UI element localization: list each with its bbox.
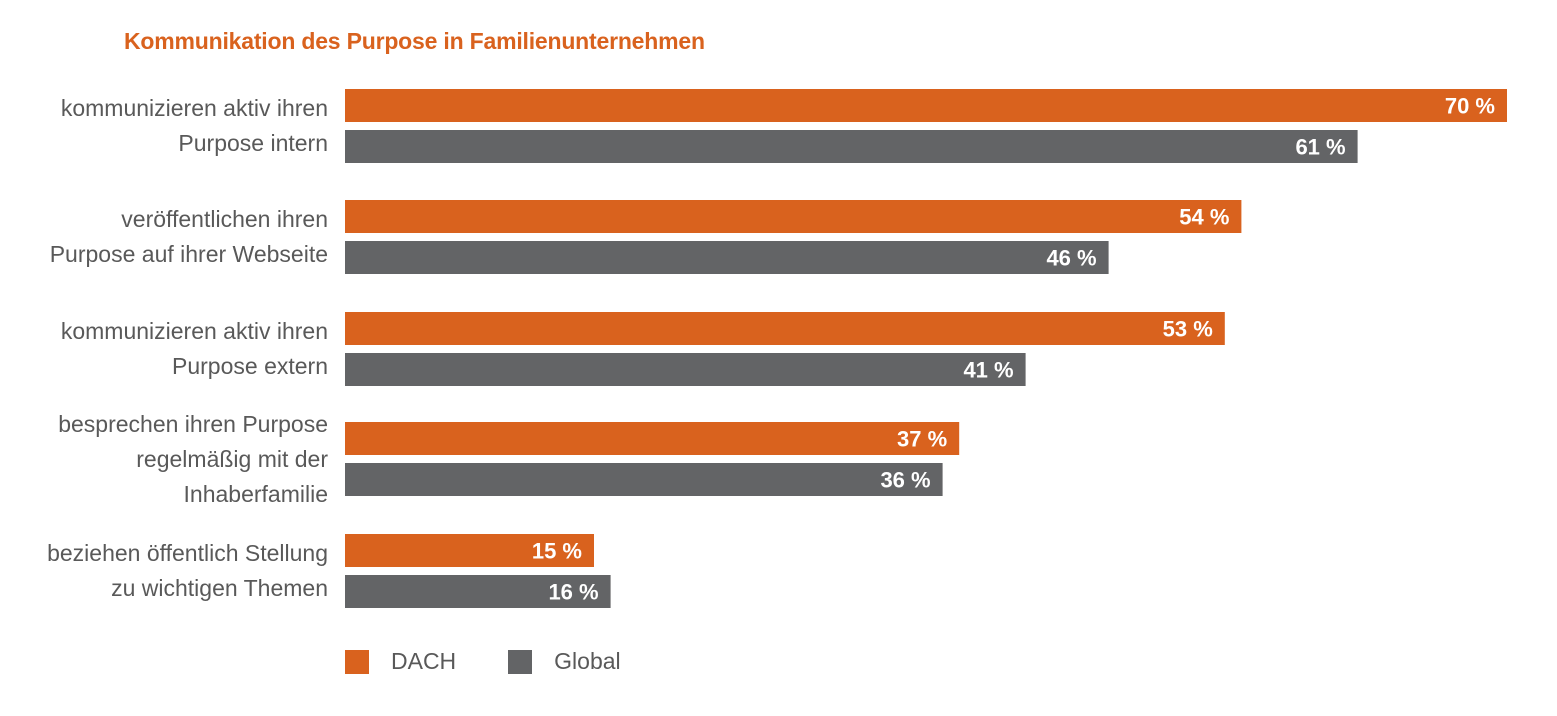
legend: DACH Global [345, 648, 673, 675]
legend-item-global: Global [508, 648, 621, 675]
category-label-line: besprechen ihren Purpose [58, 410, 328, 437]
legend-label-dach: DACH [391, 648, 457, 674]
category-label-line: Purpose extern [172, 353, 328, 379]
data-label-dach-4: 15 % [532, 539, 582, 564]
bar-global-1 [345, 241, 1109, 274]
bar-global-0 [345, 130, 1358, 163]
legend-swatch-global [508, 649, 533, 674]
bar-global-4 [345, 575, 611, 608]
category-label-line: kommunizieren aktiv ihren [60, 95, 328, 121]
bar-dach-4 [345, 534, 594, 567]
bar-dach-1 [345, 200, 1242, 233]
data-label-dach-1: 54 % [1179, 205, 1229, 230]
data-label-global-3: 36 % [880, 468, 930, 493]
legend-swatch-dach [345, 649, 369, 674]
category-label-line: zu wichtigen Themen [111, 575, 328, 601]
data-label-global-0: 61 % [1295, 135, 1345, 160]
bar-global-2 [345, 353, 1026, 386]
category-label-line: beziehen öffentlich Stellung [47, 540, 328, 566]
data-label-global-1: 46 % [1046, 246, 1096, 271]
bar-dach-2 [345, 312, 1225, 345]
data-label-dach-0: 70 % [1445, 94, 1495, 119]
bar-dach-3 [345, 422, 960, 455]
category-label-0: kommunizieren aktiv ihren Purpose intern [61, 91, 328, 161]
category-label-1: veröffentlichen ihren Purpose auf ihrer W… [50, 202, 328, 272]
category-label-line: Purpose intern [178, 130, 328, 156]
category-label-4: beziehen öffentlich Stellung zu wichtigen… [47, 536, 328, 606]
bar-dach-0 [345, 89, 1507, 122]
data-label-dach-2: 53 % [1163, 317, 1213, 342]
data-label-global-2: 41 % [963, 358, 1013, 383]
bar-global-3 [345, 463, 943, 496]
legend-item-dach: DACH [345, 648, 456, 675]
category-label-line: regelmäßig mit der [136, 445, 328, 472]
data-label-dach-3: 37 % [897, 427, 947, 452]
legend-label-global: Global [554, 648, 621, 674]
category-label-line: kommunizieren aktiv ihren [60, 318, 328, 344]
category-label-line: veröffentlichen ihren [121, 206, 328, 232]
category-label-line: Inhaberfamilie [183, 480, 328, 507]
chart-title: Kommunikation des Purpose in Familienunt… [124, 28, 705, 54]
category-label-line: Purpose auf ihrer Webseite [49, 241, 328, 267]
category-label-2: kommunizieren aktiv ihren Purpose extern [61, 314, 328, 384]
data-label-global-4: 16 % [548, 580, 598, 605]
category-label-3: besprechen ihren Purpose regelmäßig mit d… [58, 407, 328, 512]
